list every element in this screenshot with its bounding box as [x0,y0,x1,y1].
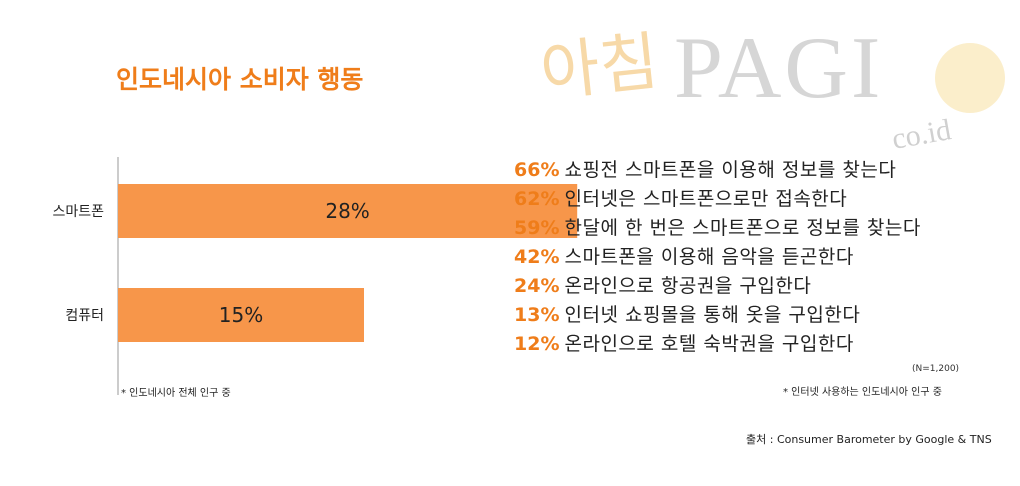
sample-size-note: (N=1,200) [912,364,960,374]
value-label: 28% [325,199,369,223]
stats-footnote: * 인터넷 사용하는 인도네시아 인구 중 [783,387,942,398]
stat-percent: 42% [514,246,560,268]
stat-text: 인터넷은 스마트폰으로만 접속한다 [564,188,848,210]
chart-footnote: * 인도네시아 전체 인구 중 [121,388,231,399]
stat-text: 쇼핑전 스마트폰을 이용해 정보를 찾는다 [564,159,897,181]
stats-list: 66% 쇼핑전 스마트폰을 이용해 정보를 찾는다 62% 인터넷은 스마트폰으로만 … [514,156,921,359]
page-title: 인도네시아 소비자 행동 [116,65,364,94]
stat-percent: 12% [514,333,560,355]
stat-item: 24% 온라인으로 항공권을 구입한다 [514,272,921,301]
stat-percent: 24% [514,275,560,297]
stat-text: 인터넷 쇼핑몰을 통해 옷을 구입한다 [564,304,861,326]
category-label: 컴퓨터 [65,308,104,324]
stat-text: 스마트폰을 이용해 음악을 듣곤한다 [564,246,854,268]
source-note: 출처 : Consumer Barometer by Google & TNS [746,433,992,446]
sun-icon [935,43,1005,113]
stat-text: 온라인으로 항공권을 구입한다 [564,275,812,297]
stat-text: 한달에 한 번은 스마트폰으로 정보를 찾는다 [564,217,921,239]
stat-percent: 59% [514,217,560,239]
stat-item: 12% 온라인으로 호텔 숙박권을 구입한다 [514,330,921,359]
stat-item: 13% 인터넷 쇼핑몰을 통해 옷을 구입한다 [514,301,921,330]
stat-item: 59% 한달에 한 번은 스마트폰으로 정보를 찾는다 [514,214,921,243]
bar-1 [118,288,364,342]
stat-item: 62% 인터넷은 스마트폰으로만 접속한다 [514,185,921,214]
stat-text: 온라인으로 호텔 숙박권을 구입한다 [564,333,854,355]
stat-percent: 13% [514,304,560,326]
stat-percent: 66% [514,159,560,181]
value-label: 15% [219,303,263,327]
category-label: 스마트폰 [52,204,104,220]
stat-percent: 62% [514,188,560,210]
bar-0 [118,184,578,238]
watermark-logo: 아침 PAGI co.id [537,8,1010,168]
stat-item: 66% 쇼핑전 스마트폰을 이용해 정보를 찾는다 [514,156,921,185]
watermark-brand: PAGI [674,20,884,117]
stat-item: 42% 스마트폰을 이용해 음악을 듣곤한다 [514,243,921,272]
